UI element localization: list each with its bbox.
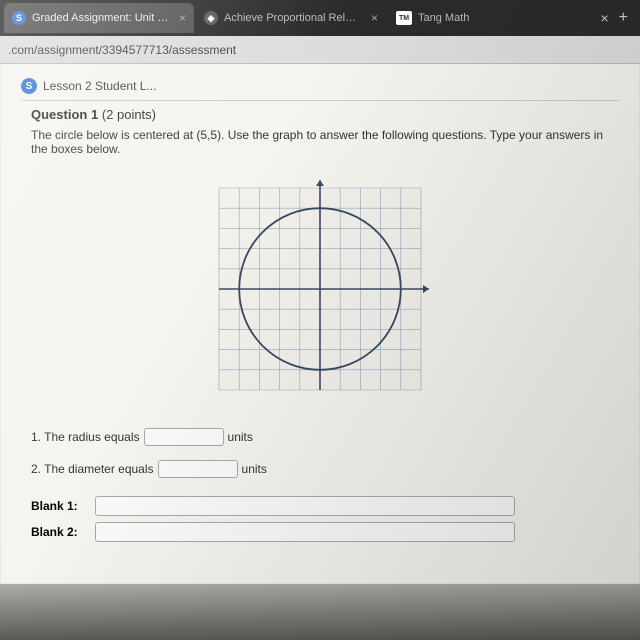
diameter-input[interactable] bbox=[158, 460, 238, 478]
browser-tab-1[interactable]: S Graded Assignment: Unit 3 Less × bbox=[4, 3, 194, 33]
close-icon[interactable]: × bbox=[371, 11, 378, 25]
favicon-icon: ◆ bbox=[204, 11, 218, 25]
favicon-icon: TM bbox=[396, 11, 412, 25]
tab-label: Achieve Proportional Relationsh bbox=[224, 12, 361, 24]
breadcrumb-icon: S bbox=[21, 78, 37, 94]
breadcrumb: S Lesson 2 Student L... bbox=[21, 72, 619, 101]
blank1-label: Blank 1: bbox=[31, 499, 87, 513]
address-bar[interactable]: .com/assignment/3394577713/assessment bbox=[0, 36, 640, 64]
tab-label: Graded Assignment: Unit 3 Less bbox=[32, 12, 169, 24]
close-icon[interactable]: × bbox=[179, 11, 186, 25]
answer2-units: units bbox=[242, 462, 267, 476]
answer1-units: units bbox=[228, 430, 253, 444]
question-prompt: The circle below is centered at (5,5). U… bbox=[31, 128, 609, 156]
browser-tab-3[interactable]: TM Tang Math bbox=[388, 3, 477, 33]
blank-row-1: Blank 1: bbox=[31, 496, 609, 516]
browser-tab-2[interactable]: ◆ Achieve Proportional Relationsh × bbox=[196, 3, 386, 33]
question-header: Question 1 (2 points) bbox=[31, 107, 609, 122]
circle-graph bbox=[205, 174, 435, 404]
page-content: S Lesson 2 Student L... Question 1 (2 po… bbox=[0, 64, 640, 584]
blank2-input[interactable] bbox=[95, 522, 515, 542]
blank-row-2: Blank 2: bbox=[31, 522, 609, 542]
breadcrumb-label: Lesson 2 Student L... bbox=[43, 79, 156, 93]
question-block: Question 1 (2 points) The circle below i… bbox=[21, 101, 619, 558]
url-text: .com/assignment/3394577713/assessment bbox=[8, 43, 236, 57]
answer-row-2: 2. The diameter equals units bbox=[31, 460, 609, 478]
tab-label: Tang Math bbox=[418, 12, 469, 24]
radius-input[interactable] bbox=[144, 428, 224, 446]
blank1-input[interactable] bbox=[95, 496, 515, 516]
new-tab-button[interactable]: + bbox=[611, 9, 636, 27]
favicon-icon: S bbox=[12, 11, 26, 25]
question-points: (2 points) bbox=[102, 107, 156, 122]
close-icon[interactable]: × bbox=[600, 10, 608, 26]
answer2-label: 2. The diameter equals bbox=[31, 462, 154, 476]
browser-tabs-bar: S Graded Assignment: Unit 3 Less × ◆ Ach… bbox=[0, 0, 640, 36]
answer-row-1: 1. The radius equals units bbox=[31, 428, 609, 446]
question-number: Question 1 bbox=[31, 107, 98, 122]
answer1-label: 1. The radius equals bbox=[31, 430, 140, 444]
blank2-label: Blank 2: bbox=[31, 525, 87, 539]
blanks-section: Blank 1: Blank 2: bbox=[31, 496, 609, 542]
answers-section: 1. The radius equals units 2. The diamet… bbox=[31, 428, 609, 478]
graph-container bbox=[31, 174, 609, 404]
